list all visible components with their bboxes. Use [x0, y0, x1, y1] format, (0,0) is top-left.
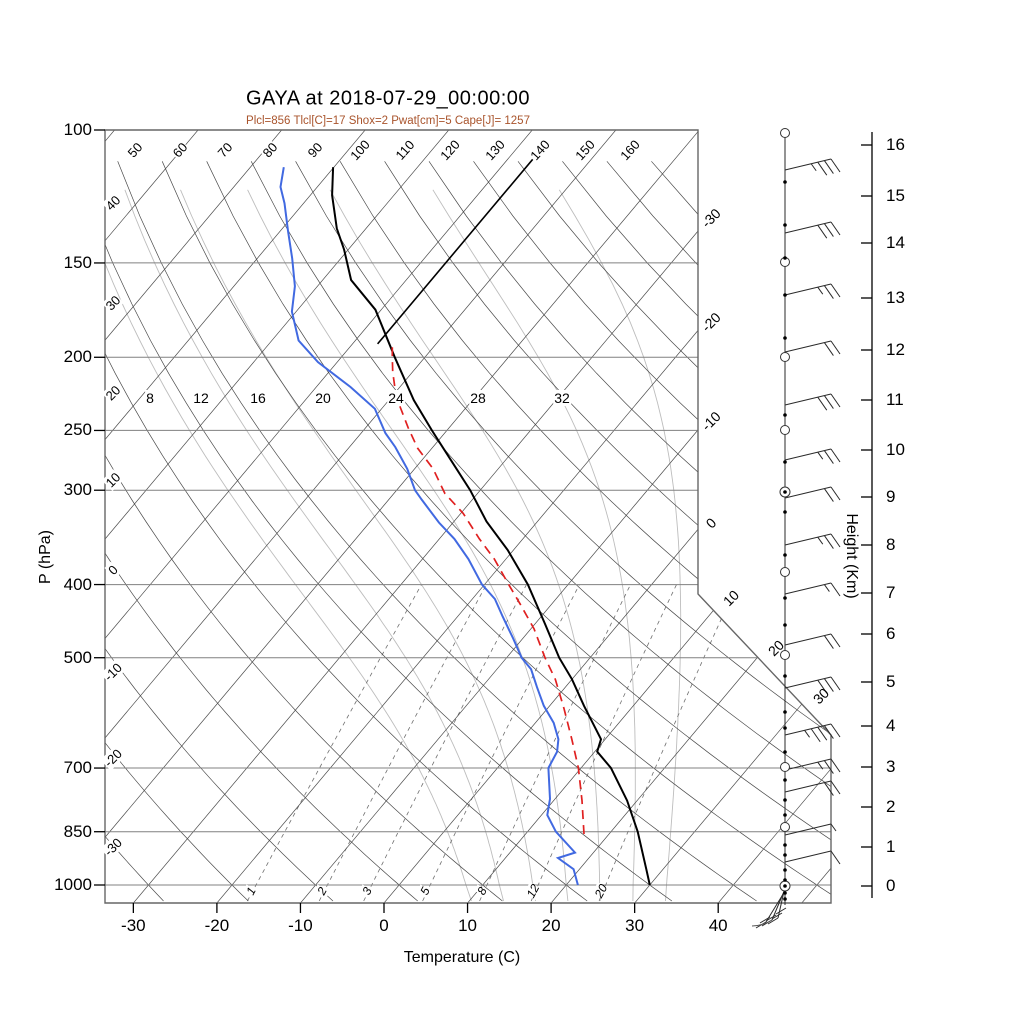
height-tick-label: 15 [886, 186, 905, 205]
pressure-tick-label: 500 [63, 647, 92, 667]
height-tick-label: 10 [886, 440, 905, 459]
height-tick-label: 2 [886, 797, 896, 816]
moist-adiabat-label: 8 [145, 390, 155, 406]
series-dew-point-c- [279, 167, 579, 886]
temperature-tick-label: 10 [458, 916, 478, 935]
height-tick-label: 5 [886, 672, 896, 691]
temperature-tick-label: 0 [379, 916, 389, 935]
moist-adiabat-label: 24 [387, 390, 405, 406]
height-tick-label: 13 [886, 288, 905, 307]
pressure-tick-label: 1000 [54, 875, 92, 894]
height-tick-label: 16 [886, 135, 905, 154]
moist-adiabat-label: 16 [249, 390, 267, 406]
height-tick-label: 3 [886, 757, 896, 776]
height-tick-label: 1 [886, 837, 896, 856]
pressure-tick-label: 250 [63, 420, 92, 440]
wind-barb-column [751, 128, 841, 929]
temperature-tick-label: -10 [288, 916, 313, 935]
series-upper-level-isotherm-segment [376, 151, 540, 345]
temperature-axis-label: Temperature (C) [403, 949, 521, 966]
height-tick-label: 8 [886, 535, 896, 554]
temperature-tick-label: -30 [121, 916, 146, 935]
pressure-tick-label: 150 [63, 252, 92, 272]
moist-adiabat-label: 32 [553, 390, 571, 406]
pressure-tick-label: 300 [63, 480, 92, 500]
pressure-tick-label: 700 [63, 758, 92, 778]
height-tick-label: 12 [886, 340, 905, 359]
height-tick-label: 14 [886, 233, 905, 252]
height-tick-label: 4 [886, 716, 896, 735]
axis-ticks [94, 129, 873, 913]
temperature-tick-label: 40 [708, 916, 728, 935]
pressure-tick-label: 850 [63, 821, 92, 841]
height-tick-label: 9 [886, 487, 896, 506]
chart-subtitle: Plcl=856 Tlcl[C]=17 Shox=2 Pwat[cm]=5 Ca… [246, 115, 530, 127]
temperature-tick-label: -20 [204, 916, 230, 935]
moist-adiabat-label: 28 [469, 390, 487, 406]
background-grid [105, 130, 831, 903]
height-tick-label: 7 [886, 583, 896, 602]
pressure-tick-label: 400 [63, 574, 92, 594]
pressure-tick-label: 100 [63, 120, 92, 139]
height-tick-label: 6 [886, 624, 896, 643]
pressure-axis-label: P (hPa) [37, 530, 54, 584]
height-tick-label: 0 [886, 876, 896, 895]
height-tick-label: 11 [886, 390, 904, 409]
moist-adiabat-label: 20 [314, 390, 332, 406]
height-axis-label: Height (Km) [843, 513, 860, 599]
chart-title: GAYA at 2018-07-29_00:00:00 [245, 87, 531, 110]
series-temperature-c- [331, 167, 651, 886]
moist-adiabat-label: 12 [192, 390, 210, 406]
pressure-tick-label: 200 [63, 347, 92, 367]
temperature-tick-label: 30 [625, 916, 645, 935]
temperature-tick-label: 20 [541, 916, 561, 935]
